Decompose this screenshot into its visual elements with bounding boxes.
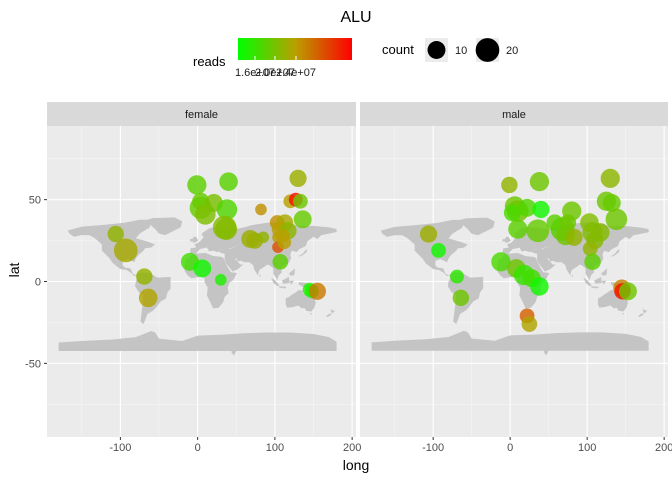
data-point — [602, 193, 621, 212]
data-point — [565, 228, 583, 246]
reads-colorbar — [238, 38, 352, 60]
data-point — [212, 215, 237, 240]
data-point — [600, 168, 620, 188]
data-point — [187, 175, 207, 195]
data-point — [193, 259, 212, 278]
data-point — [215, 274, 227, 286]
data-point — [219, 172, 238, 191]
data-point — [272, 254, 289, 270]
facet-strip-label: male — [502, 109, 526, 121]
data-point — [136, 268, 153, 285]
data-point — [255, 203, 267, 216]
data-point — [508, 219, 528, 239]
reads-legend: reads 1.6e+072.0e+072.4e+07 — [193, 38, 352, 79]
data-point — [419, 225, 438, 243]
data-point — [530, 277, 549, 296]
x-tick-label: 200 — [343, 442, 361, 454]
data-point — [113, 238, 138, 263]
x-tick-label: -100 — [109, 442, 131, 454]
data-point — [293, 210, 312, 229]
colorbar-tick-label: 2.0e+07 — [255, 67, 295, 79]
data-point — [619, 282, 637, 301]
y-tick-label: 50 — [29, 195, 41, 207]
data-point — [450, 269, 464, 284]
data-point — [501, 176, 518, 194]
count-key-10 — [427, 41, 446, 59]
facet-panels: female -100 0 100 200 -50 0 50 male -100 0 100 200 — [25, 102, 672, 454]
x-axis-title: long — [343, 457, 369, 473]
data-point — [503, 204, 522, 222]
data-point — [289, 169, 307, 187]
count-legend-title: count — [382, 42, 414, 57]
x-tick-label: 200 — [655, 442, 672, 454]
data-point — [605, 208, 628, 231]
data-point — [138, 288, 158, 308]
x-tick-label: 0 — [507, 442, 513, 454]
chart-title: ALU — [340, 9, 371, 26]
data-point — [452, 289, 470, 307]
data-point — [308, 282, 326, 300]
colorbar-tick-label: 2.4e+07 — [276, 67, 316, 79]
data-point — [518, 198, 537, 217]
data-point — [107, 225, 124, 243]
facet-panel-male: male -100 0 100 200 — [360, 102, 672, 454]
data-point — [546, 214, 564, 231]
count-key-20 — [475, 38, 500, 62]
facet-strip — [47, 102, 356, 126]
data-point — [582, 241, 598, 257]
y-tick-label: -50 — [25, 358, 41, 370]
data-point — [491, 252, 511, 272]
reads-colorbar-ticks: 1.6e+072.0e+072.4e+07 — [235, 56, 316, 79]
data-point — [277, 235, 292, 250]
colorbar-tick-label: 1.6e+07 — [235, 67, 275, 79]
data-point — [526, 219, 550, 243]
data-point — [257, 231, 270, 244]
y-axis-title: lat — [6, 263, 22, 278]
x-tick-label: -100 — [422, 442, 444, 454]
data-point — [532, 200, 550, 219]
facet-panel-female: female -100 0 100 200 -50 0 50 — [25, 102, 361, 454]
reads-legend-title: reads — [193, 54, 226, 69]
facet-strip — [360, 102, 668, 126]
count-key-label-20: 20 — [506, 45, 518, 57]
y-tick-label: 0 — [35, 277, 41, 289]
x-tick-label: 100 — [578, 442, 596, 454]
data-point — [584, 253, 601, 271]
data-point — [431, 243, 446, 258]
data-point — [292, 193, 308, 209]
x-tick-label: 100 — [266, 442, 284, 454]
data-point — [521, 316, 538, 332]
data-point — [216, 199, 238, 220]
x-tick-label: 0 — [195, 442, 201, 454]
data-point — [529, 172, 550, 192]
count-key-label-10: 10 — [455, 45, 467, 57]
count-legend: count 10 20 — [382, 38, 518, 62]
facet-strip-label: female — [185, 109, 218, 121]
